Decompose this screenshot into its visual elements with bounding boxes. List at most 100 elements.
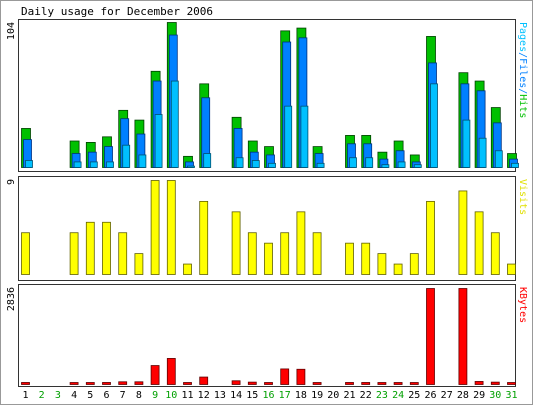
bar-visits-day-21 [345,242,354,275]
bar-kbytes-day-10 [166,358,176,385]
bar-kbytes-day-4 [69,382,79,385]
bar-pages-day-14 [235,157,244,168]
bar-visits-day-15 [247,232,257,275]
bar-kbytes-day-24 [393,382,403,385]
bar-visits-day-29 [474,211,484,275]
bar-kbytes-day-23 [377,382,387,385]
bar-visits-day-5 [85,221,95,275]
bar-pages-day-30 [494,150,503,168]
day-label-23: 23 [376,390,388,401]
bar-kbytes-day-12 [199,376,209,385]
day-label-26: 26 [424,390,436,401]
bar-visits-day-17 [280,232,290,275]
bar-pages-day-1 [25,160,33,168]
bar-pages-day-7 [122,144,131,168]
bar-pages-day-23 [381,164,390,168]
bar-visits-day-24 [393,263,403,275]
day-label-3: 3 [55,390,61,401]
bar-pages-day-21 [349,157,357,168]
chart-panels: 104 Pages/Files/Hits 9 Visits 2836 KBytes [6,19,528,387]
day-label-14: 14 [230,390,242,401]
day-label-21: 21 [343,390,355,401]
bar-visits-day-16 [264,242,273,275]
bar-visits-day-19 [312,232,322,275]
bar-visits-day-25 [409,253,419,275]
bar-visits-day-12 [199,200,209,275]
day-label-27: 27 [441,390,453,401]
bar-pages-day-16 [268,162,276,168]
day-label-12: 12 [198,390,210,401]
legend-item-0: Visits [517,179,528,215]
bar-kbytes-day-6 [102,382,111,385]
bar-visits-day-1 [21,232,30,275]
day-label-15: 15 [246,390,258,401]
bar-pages-day-5 [89,161,98,168]
bar-visits-day-6 [102,221,111,275]
bar-visits-day-11 [183,263,192,275]
bar-kbytes-day-31 [507,382,516,385]
bar-pages-day-18 [300,105,309,168]
day-label-5: 5 [87,390,93,401]
bar-pages-day-8 [138,154,147,168]
bar-kbytes-day-9 [150,365,160,385]
bar-kbytes-day-8 [134,381,144,385]
day-label-18: 18 [295,390,307,401]
day-label-9: 9 [152,390,158,401]
bar-pages-day-17 [284,105,293,168]
bar-pages-day-29 [478,137,487,168]
bar-pages-day-10 [170,80,179,168]
x-axis-day-labels: 1 2 3 4 5 6 7 8 9 10 11 12 13 14 15 16 17 18 19 20 21 22 23 24 2… [22,390,517,401]
bar-kbytes-day-30 [490,381,500,385]
day-label-2: 2 [39,390,45,401]
bar-pages-day-24 [397,161,406,168]
bar-visits-day-22 [361,242,371,275]
bar-visits-day-31 [507,263,516,275]
day-label-8: 8 [136,390,142,401]
bar-kbytes-day-28 [458,288,468,385]
hits-panel: 104 Pages/Files/Hits [6,19,528,172]
bar-pages-day-4 [73,161,82,168]
bar-pages-day-22 [365,157,374,168]
bar-pages-day-15 [251,160,260,168]
bar-visits-day-23 [377,253,387,275]
bar-visits-day-9 [150,180,160,275]
day-label-30: 30 [489,390,501,401]
scale-label: 104 [6,22,17,40]
day-label-19: 19 [311,390,323,401]
bar-visits-day-7 [118,232,128,275]
legend: KBytes [517,287,528,323]
day-label-4: 4 [71,390,77,401]
day-label-22: 22 [360,390,372,401]
bar-pages-day-25 [413,164,422,168]
legend-item-4: Hits [517,94,528,118]
bar-pages-day-19 [316,162,325,168]
bar-kbytes-day-25 [409,382,419,385]
bar-kbytes-day-15 [247,381,257,385]
bar-visits-day-8 [134,253,144,275]
legend: Pages/Files/Hits [517,22,528,118]
bar-pages-day-31 [511,162,519,168]
bar-kbytes-day-22 [361,382,371,385]
bar-kbytes-day-16 [264,382,273,385]
day-label-7: 7 [120,390,126,401]
day-label-28: 28 [457,390,469,401]
day-label-25: 25 [408,390,420,401]
bar-visits-day-30 [490,232,500,275]
scale-label: 9 [6,179,17,185]
bar-kbytes-day-29 [474,381,484,385]
day-label-10: 10 [165,390,177,401]
legend: Visits [517,179,528,215]
bar-kbytes-day-14 [231,380,241,385]
bar-visits-day-14 [231,211,241,275]
day-label-24: 24 [392,390,404,401]
bar-kbytes-day-26 [426,288,435,385]
day-label-31: 31 [505,390,517,401]
bar-kbytes-day-19 [312,382,322,385]
day-label-16: 16 [262,390,274,401]
kbytes-panel: 2836 KBytes [6,284,528,387]
bar-visits-day-18 [296,211,306,275]
bar-pages-day-12 [203,153,212,168]
bar-pages-day-26 [430,83,438,168]
bar-visits-day-4 [69,232,79,275]
